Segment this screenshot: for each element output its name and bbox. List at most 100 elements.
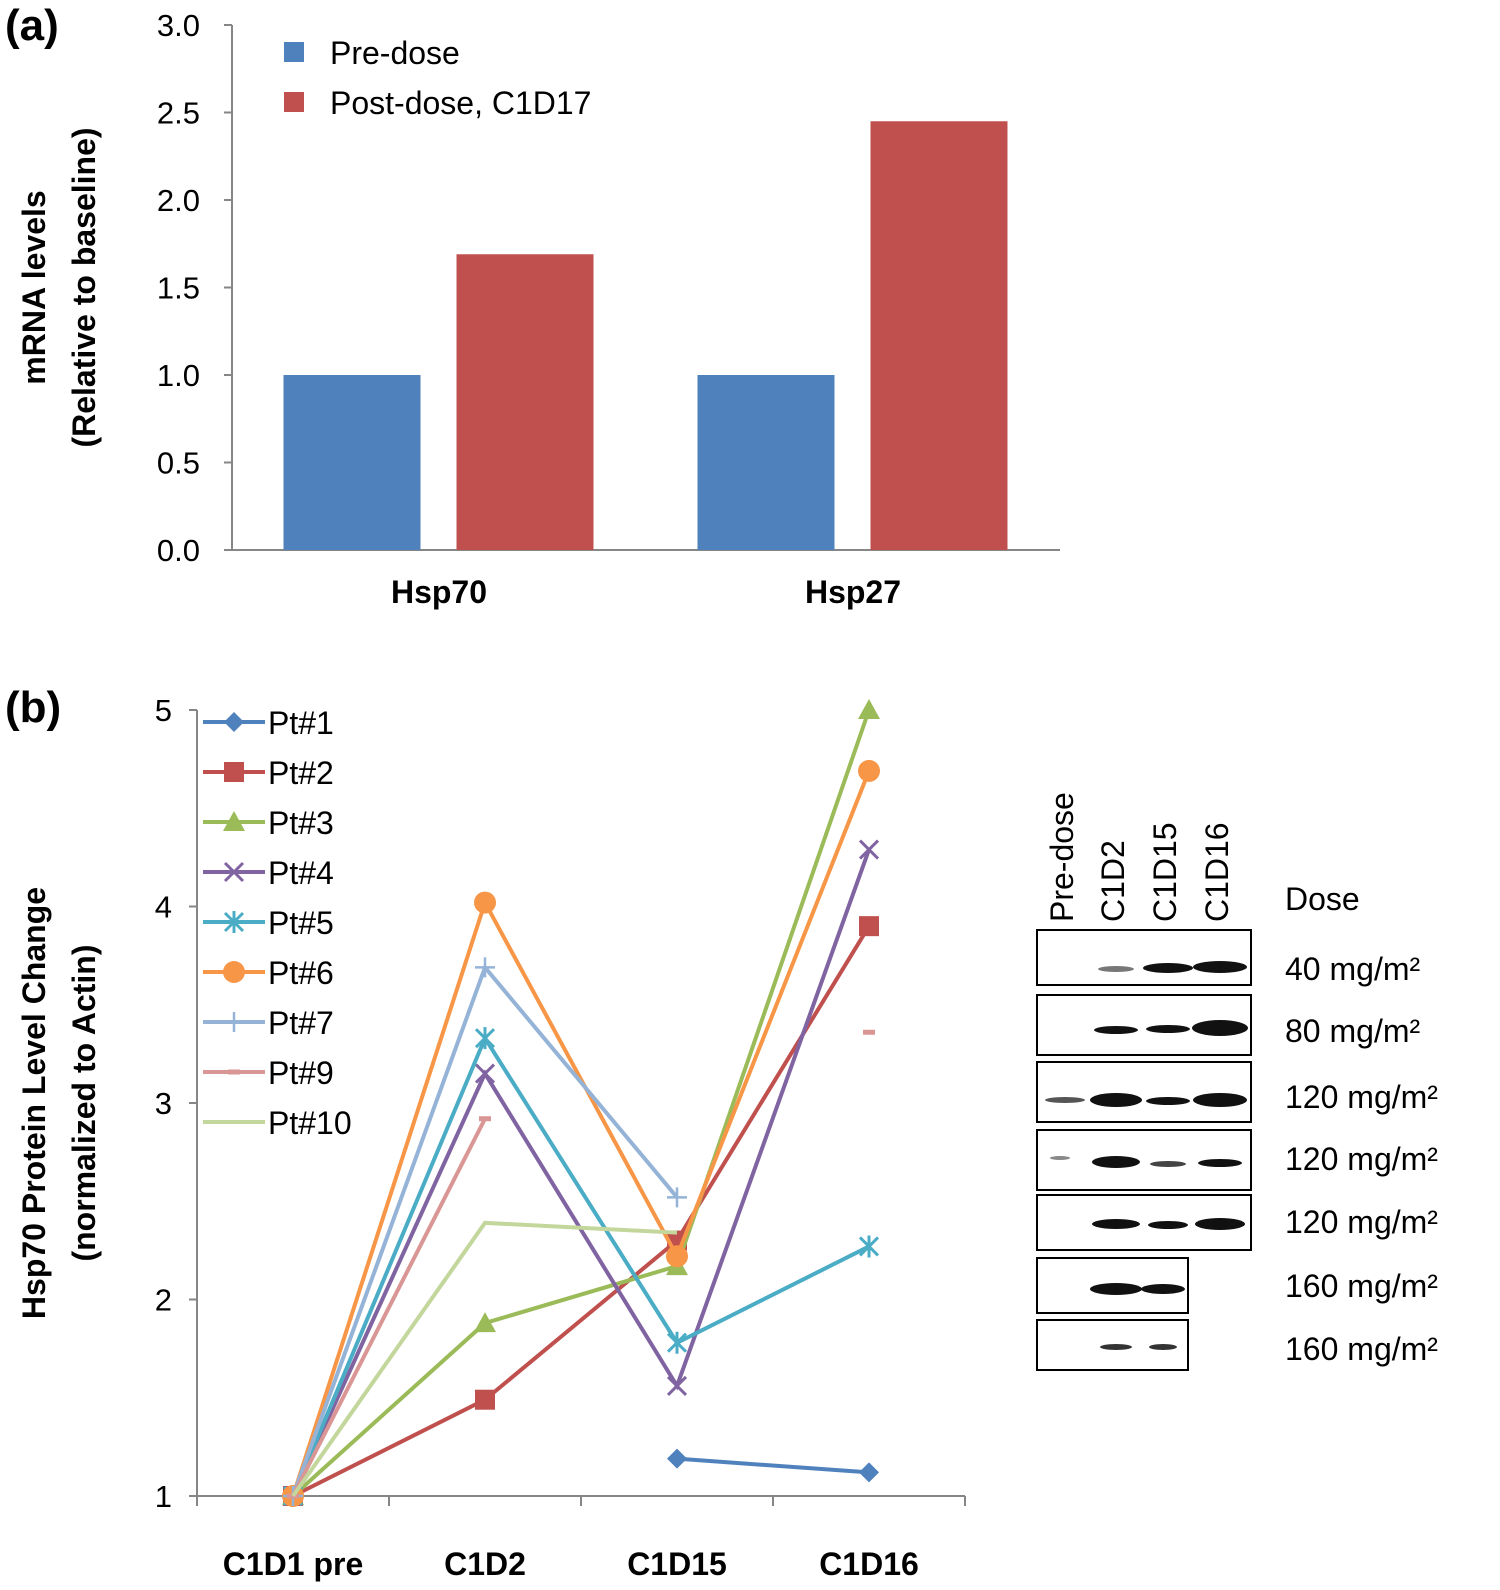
legend-label: Pt#9 [268, 1055, 334, 1091]
marker [474, 1027, 496, 1050]
series-line [676, 1456, 870, 1475]
blot-band [1045, 1097, 1085, 1103]
y-tick-label: 1 [155, 1479, 172, 1514]
blot [1036, 929, 1252, 1371]
series-line [291, 709, 871, 1498]
legend-label: Pt#1 [268, 705, 334, 741]
y-axis-label: Hsp70 Protein Level Change [16, 887, 52, 1319]
blot-band [1092, 1219, 1140, 1229]
y-tick-label: 3 [155, 1086, 172, 1121]
legend-label: Pt#5 [268, 905, 334, 941]
blot-band [1148, 1221, 1188, 1229]
marker [859, 916, 879, 937]
series-line [291, 1033, 870, 1497]
blot-frame [1036, 929, 1252, 986]
x-tick-label: Hsp27 [805, 574, 901, 610]
marker [223, 861, 245, 883]
blot-band [1146, 1097, 1190, 1105]
marker [474, 1063, 496, 1084]
blot-band [1050, 1156, 1070, 1160]
lane-label: C1D16 [1199, 822, 1235, 922]
series-line [291, 848, 871, 1497]
dose-label: 80 mg/m² [1285, 1013, 1420, 1049]
marker [474, 891, 496, 914]
legend-label: Post-dose, C1D17 [330, 85, 591, 121]
bar [697, 375, 835, 550]
legend-swatch [284, 42, 304, 62]
blot-band [1092, 1156, 1140, 1168]
x-tick-label: C1D1 pre [223, 1546, 364, 1582]
dose-label: 40 mg/m² [1285, 951, 1420, 987]
blot-frame [1036, 1257, 1189, 1314]
blot-band [1146, 1025, 1190, 1033]
blot-band [1141, 1284, 1185, 1294]
blot-band [1193, 1093, 1247, 1107]
lane-label: Pre-dose [1044, 792, 1080, 922]
legend-swatch [284, 92, 304, 112]
y-tick-label: 2 [155, 1283, 172, 1318]
lane-label: C1D2 [1095, 840, 1131, 922]
marker [667, 1448, 687, 1469]
y-tick-label: 0.5 [157, 446, 200, 481]
dose-label: 120 mg/m² [1285, 1079, 1438, 1115]
marker [223, 961, 245, 983]
panel-label: (a) [5, 1, 59, 50]
bar [870, 121, 1008, 550]
blot-frame [1036, 1319, 1189, 1371]
y-tick-label: 2.0 [157, 183, 200, 218]
marker [858, 699, 880, 719]
marker [475, 957, 495, 978]
marker [474, 1312, 496, 1333]
series-line [292, 925, 871, 1498]
marker [224, 1012, 244, 1032]
dose-label: 160 mg/m² [1285, 1331, 1438, 1367]
blot-band [1195, 1218, 1245, 1230]
blot-frame [1036, 1194, 1252, 1251]
y-axis-label: (Relative to baseline) [66, 127, 102, 447]
blot-band [1090, 1283, 1142, 1295]
series-line [293, 1032, 869, 1496]
blot-band [1149, 1344, 1177, 1350]
series-line [291, 770, 871, 1497]
blot-band [1100, 1344, 1132, 1350]
y-axis-label: mRNA levels [16, 190, 52, 384]
marker [224, 712, 244, 732]
marker [859, 1462, 879, 1483]
legend-label: Pt#10 [268, 1105, 352, 1141]
legend-label: Pt#3 [268, 805, 334, 841]
lane-label: C1D15 [1147, 822, 1183, 922]
marker [858, 759, 880, 782]
dose-label: 120 mg/m² [1285, 1204, 1438, 1240]
bar [456, 254, 594, 550]
dose-label: 120 mg/m² [1285, 1141, 1438, 1177]
legend-label: Pt#4 [268, 855, 334, 891]
dose-header: Dose [1285, 881, 1360, 917]
marker [666, 1245, 688, 1268]
legend-label: Pt#7 [268, 1005, 334, 1041]
marker [667, 1187, 687, 1208]
blot-band [1098, 966, 1134, 972]
y-tick-label: 2.5 [157, 96, 200, 131]
series-line [291, 1220, 678, 1498]
blot-band [1192, 1020, 1248, 1036]
marker [858, 839, 880, 860]
blot-band [1193, 961, 1247, 973]
blot-band [1090, 1093, 1142, 1107]
legend-label: Pt#6 [268, 955, 334, 991]
blot-frame [1036, 1129, 1252, 1191]
y-tick-label: 0.0 [157, 533, 200, 568]
x-tick-label: Hsp70 [391, 574, 487, 610]
blot-band [1198, 1159, 1242, 1167]
blot-frame [1036, 994, 1252, 1056]
marker [223, 911, 245, 933]
marker [223, 811, 245, 831]
y-tick-label: 1.5 [157, 271, 200, 306]
blot-band [1150, 1161, 1186, 1167]
legend-label: Pre-dose [330, 35, 460, 71]
marker [224, 762, 244, 782]
marker [666, 1331, 688, 1354]
blot-frame [1036, 1061, 1252, 1123]
bar [283, 375, 421, 550]
marker [858, 1235, 880, 1258]
y-tick-label: 1.0 [157, 358, 200, 393]
